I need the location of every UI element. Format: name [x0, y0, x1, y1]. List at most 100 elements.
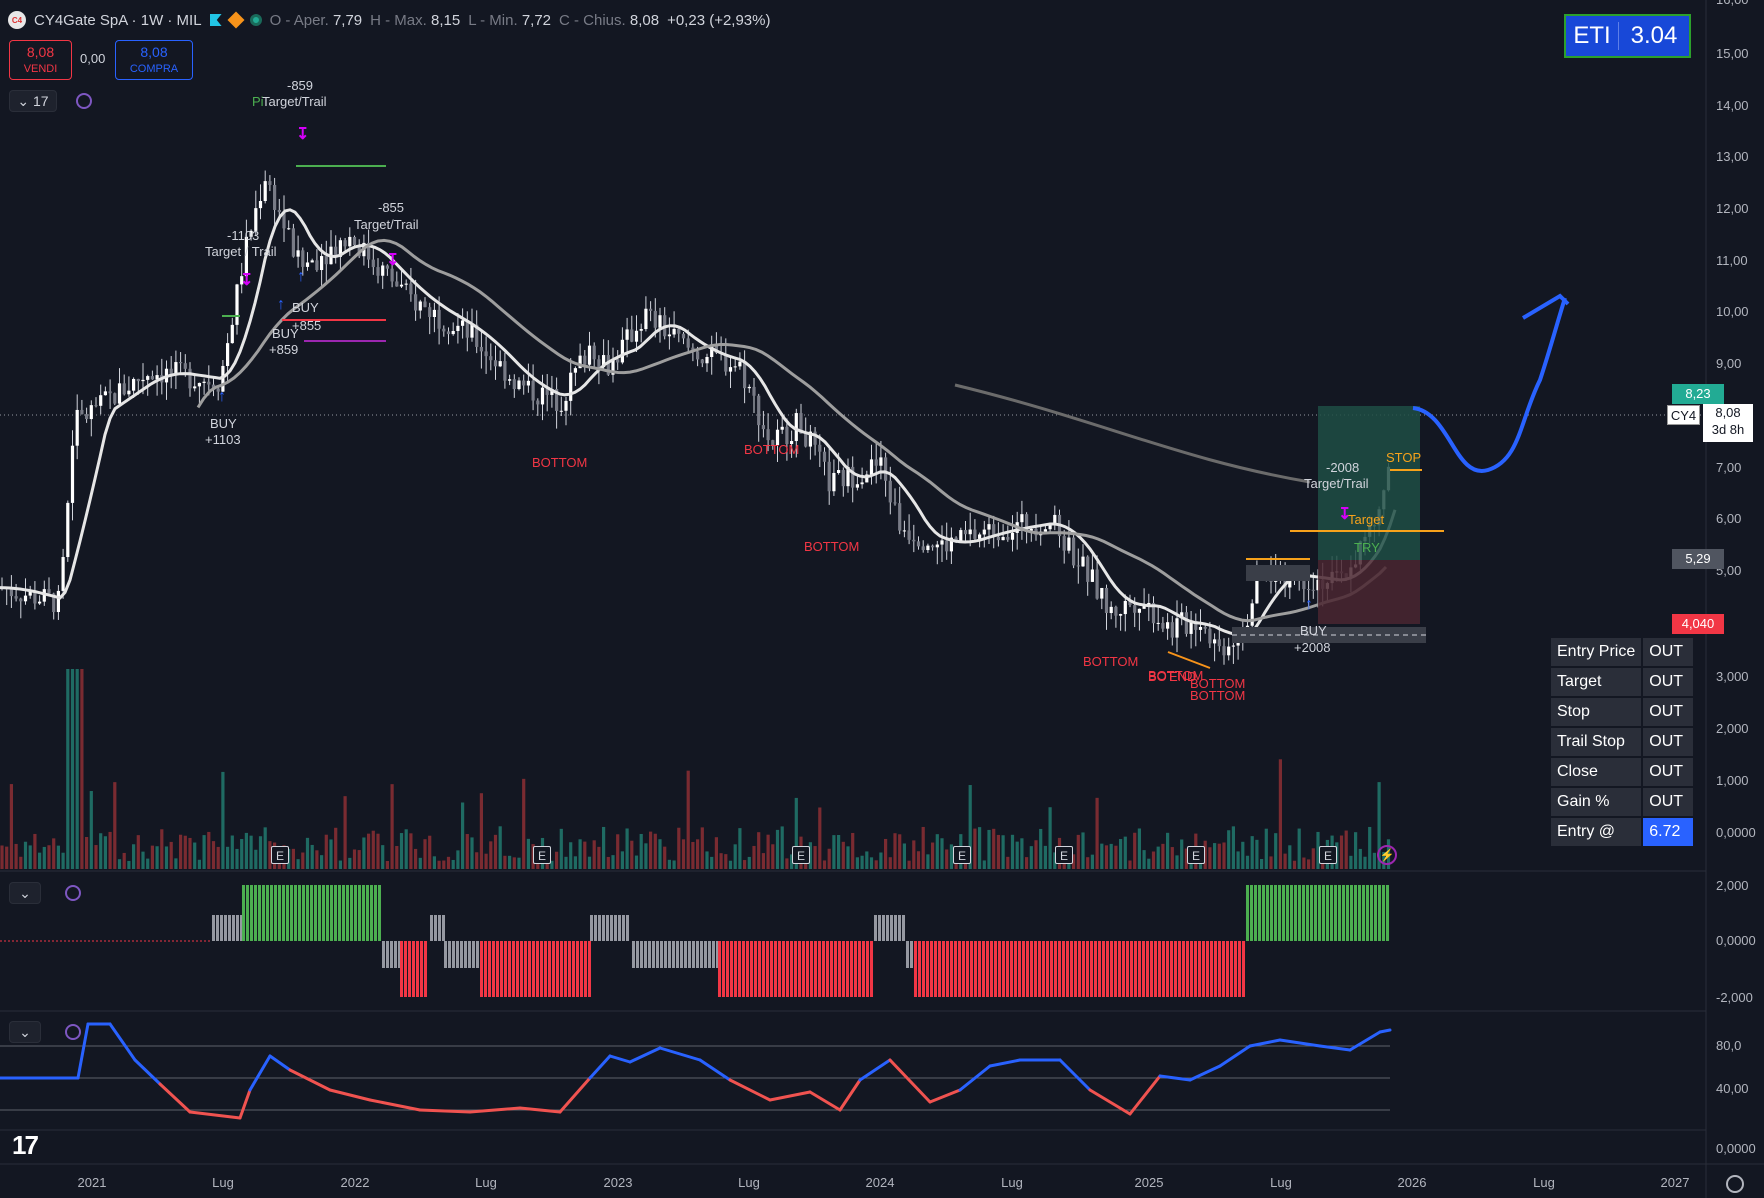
candle-body [479, 346, 483, 352]
histogram-bar [1234, 941, 1237, 997]
flag-icon[interactable] [209, 14, 222, 26]
histogram-bar [874, 915, 877, 941]
histogram-bar [394, 941, 397, 968]
sync-icon[interactable] [65, 1024, 81, 1040]
volume-bar [902, 843, 906, 869]
histogram-bar [1034, 941, 1037, 997]
candle-body [780, 426, 784, 430]
volume-bar [113, 782, 117, 869]
histogram-bar [1226, 941, 1229, 997]
tradingview-logo[interactable]: 17 [12, 1130, 39, 1160]
settings-gear-icon[interactable] [1726, 1175, 1744, 1193]
candle-body [446, 331, 451, 335]
diamond-icon[interactable] [227, 11, 245, 29]
volume-bar [696, 839, 700, 869]
histogram-bar [314, 885, 317, 941]
volume-bar [921, 826, 925, 869]
histogram-bar [870, 941, 873, 997]
osc-line-segment [418, 1108, 472, 1114]
volume-bar [1076, 834, 1080, 869]
candle-body [846, 466, 850, 487]
candle-body [625, 329, 629, 340]
histogram-bar [1350, 885, 1353, 941]
candle-body [390, 268, 394, 282]
histogram-bar [1326, 885, 1329, 941]
histogram-bar [660, 941, 663, 968]
histogram-bar [998, 941, 1001, 997]
high-label: H - Max. [370, 11, 427, 29]
histogram-bar [648, 941, 651, 968]
osc-line-segment [1348, 1030, 1382, 1052]
volume-bar [1133, 832, 1137, 869]
candle-body [508, 379, 512, 381]
candle-body [569, 372, 573, 401]
volume-bar [395, 845, 399, 869]
candle-body [1198, 626, 1203, 630]
earnings-icon: E [271, 846, 289, 864]
pane-collapse-button[interactable]: ⌄ [9, 882, 41, 904]
histogram-bar [1094, 941, 1097, 997]
histogram-bar [1182, 941, 1185, 997]
volume-bar [99, 833, 103, 869]
market-status-icon[interactable] [249, 14, 262, 26]
histogram-bar [1086, 941, 1089, 997]
histogram-bar [730, 941, 733, 997]
symbol-legend[interactable]: C4 CY4Gate SpA · 1W · MIL O - Aper. 7,79… [8, 8, 770, 32]
candle-body [451, 331, 455, 335]
volume-bar [691, 841, 695, 869]
buy-button[interactable]: 8,08 COMPRA [115, 40, 193, 80]
candle-body [1006, 537, 1010, 540]
histogram-bar [1142, 941, 1145, 997]
histogram-bar [842, 941, 845, 997]
histogram-bar [1238, 941, 1241, 997]
arrow-head-icon [1521, 293, 1570, 320]
chevron-down-icon: ⌄ [19, 884, 31, 901]
candle-body [1147, 602, 1151, 606]
candle-body [818, 444, 822, 452]
sync-icon[interactable] [65, 885, 81, 901]
sell-button[interactable]: 8,08 VENDI [9, 40, 72, 80]
volume-bar [399, 833, 404, 869]
histogram-bar [242, 885, 245, 941]
volume-bar [1344, 830, 1348, 869]
histogram-bar [568, 941, 571, 997]
histogram-bar [798, 941, 801, 997]
volume-bar [320, 855, 324, 869]
info-row: Close OUT [1551, 758, 1694, 786]
time-tick: 2025 [1134, 1175, 1164, 1190]
entry-zone-box [1246, 565, 1310, 581]
sync-icon[interactable] [76, 93, 92, 109]
pane-collapse-button[interactable]: ⌄ [9, 1021, 41, 1043]
candle-body [775, 429, 780, 446]
candle-body [235, 284, 239, 325]
indicators-toggle-button[interactable]: ⌄ 17 [9, 90, 57, 112]
histogram-bar [1206, 941, 1209, 997]
candle-body [221, 365, 225, 392]
candle-body [902, 530, 906, 532]
histogram-bar [1014, 941, 1017, 997]
volume-bar [912, 840, 916, 869]
candle-body [334, 246, 338, 257]
candle-body [155, 375, 159, 380]
candle-body [832, 472, 836, 492]
histogram-bar [1346, 885, 1349, 941]
histogram-bar [700, 941, 703, 968]
histogram-bar [696, 941, 699, 968]
histogram-bar [1218, 941, 1221, 997]
histogram-bar [464, 941, 467, 968]
time-tick: 2021 [77, 1175, 107, 1190]
candle-body [1231, 645, 1235, 647]
high-value: 8,15 [430, 11, 461, 29]
info-row: Entry @6.72 [1551, 818, 1694, 846]
candle-body [399, 284, 404, 287]
candle-body [522, 380, 526, 386]
symbol-title[interactable]: CY4Gate SpA · 1W · MIL [34, 11, 202, 29]
price-candles [0, 170, 1391, 665]
volume-bar [1339, 835, 1344, 869]
candle-body [992, 524, 996, 537]
histogram-bar [434, 915, 437, 941]
volume-bar [1166, 832, 1170, 869]
volume-bar [254, 849, 258, 869]
histogram-bar [722, 941, 725, 997]
